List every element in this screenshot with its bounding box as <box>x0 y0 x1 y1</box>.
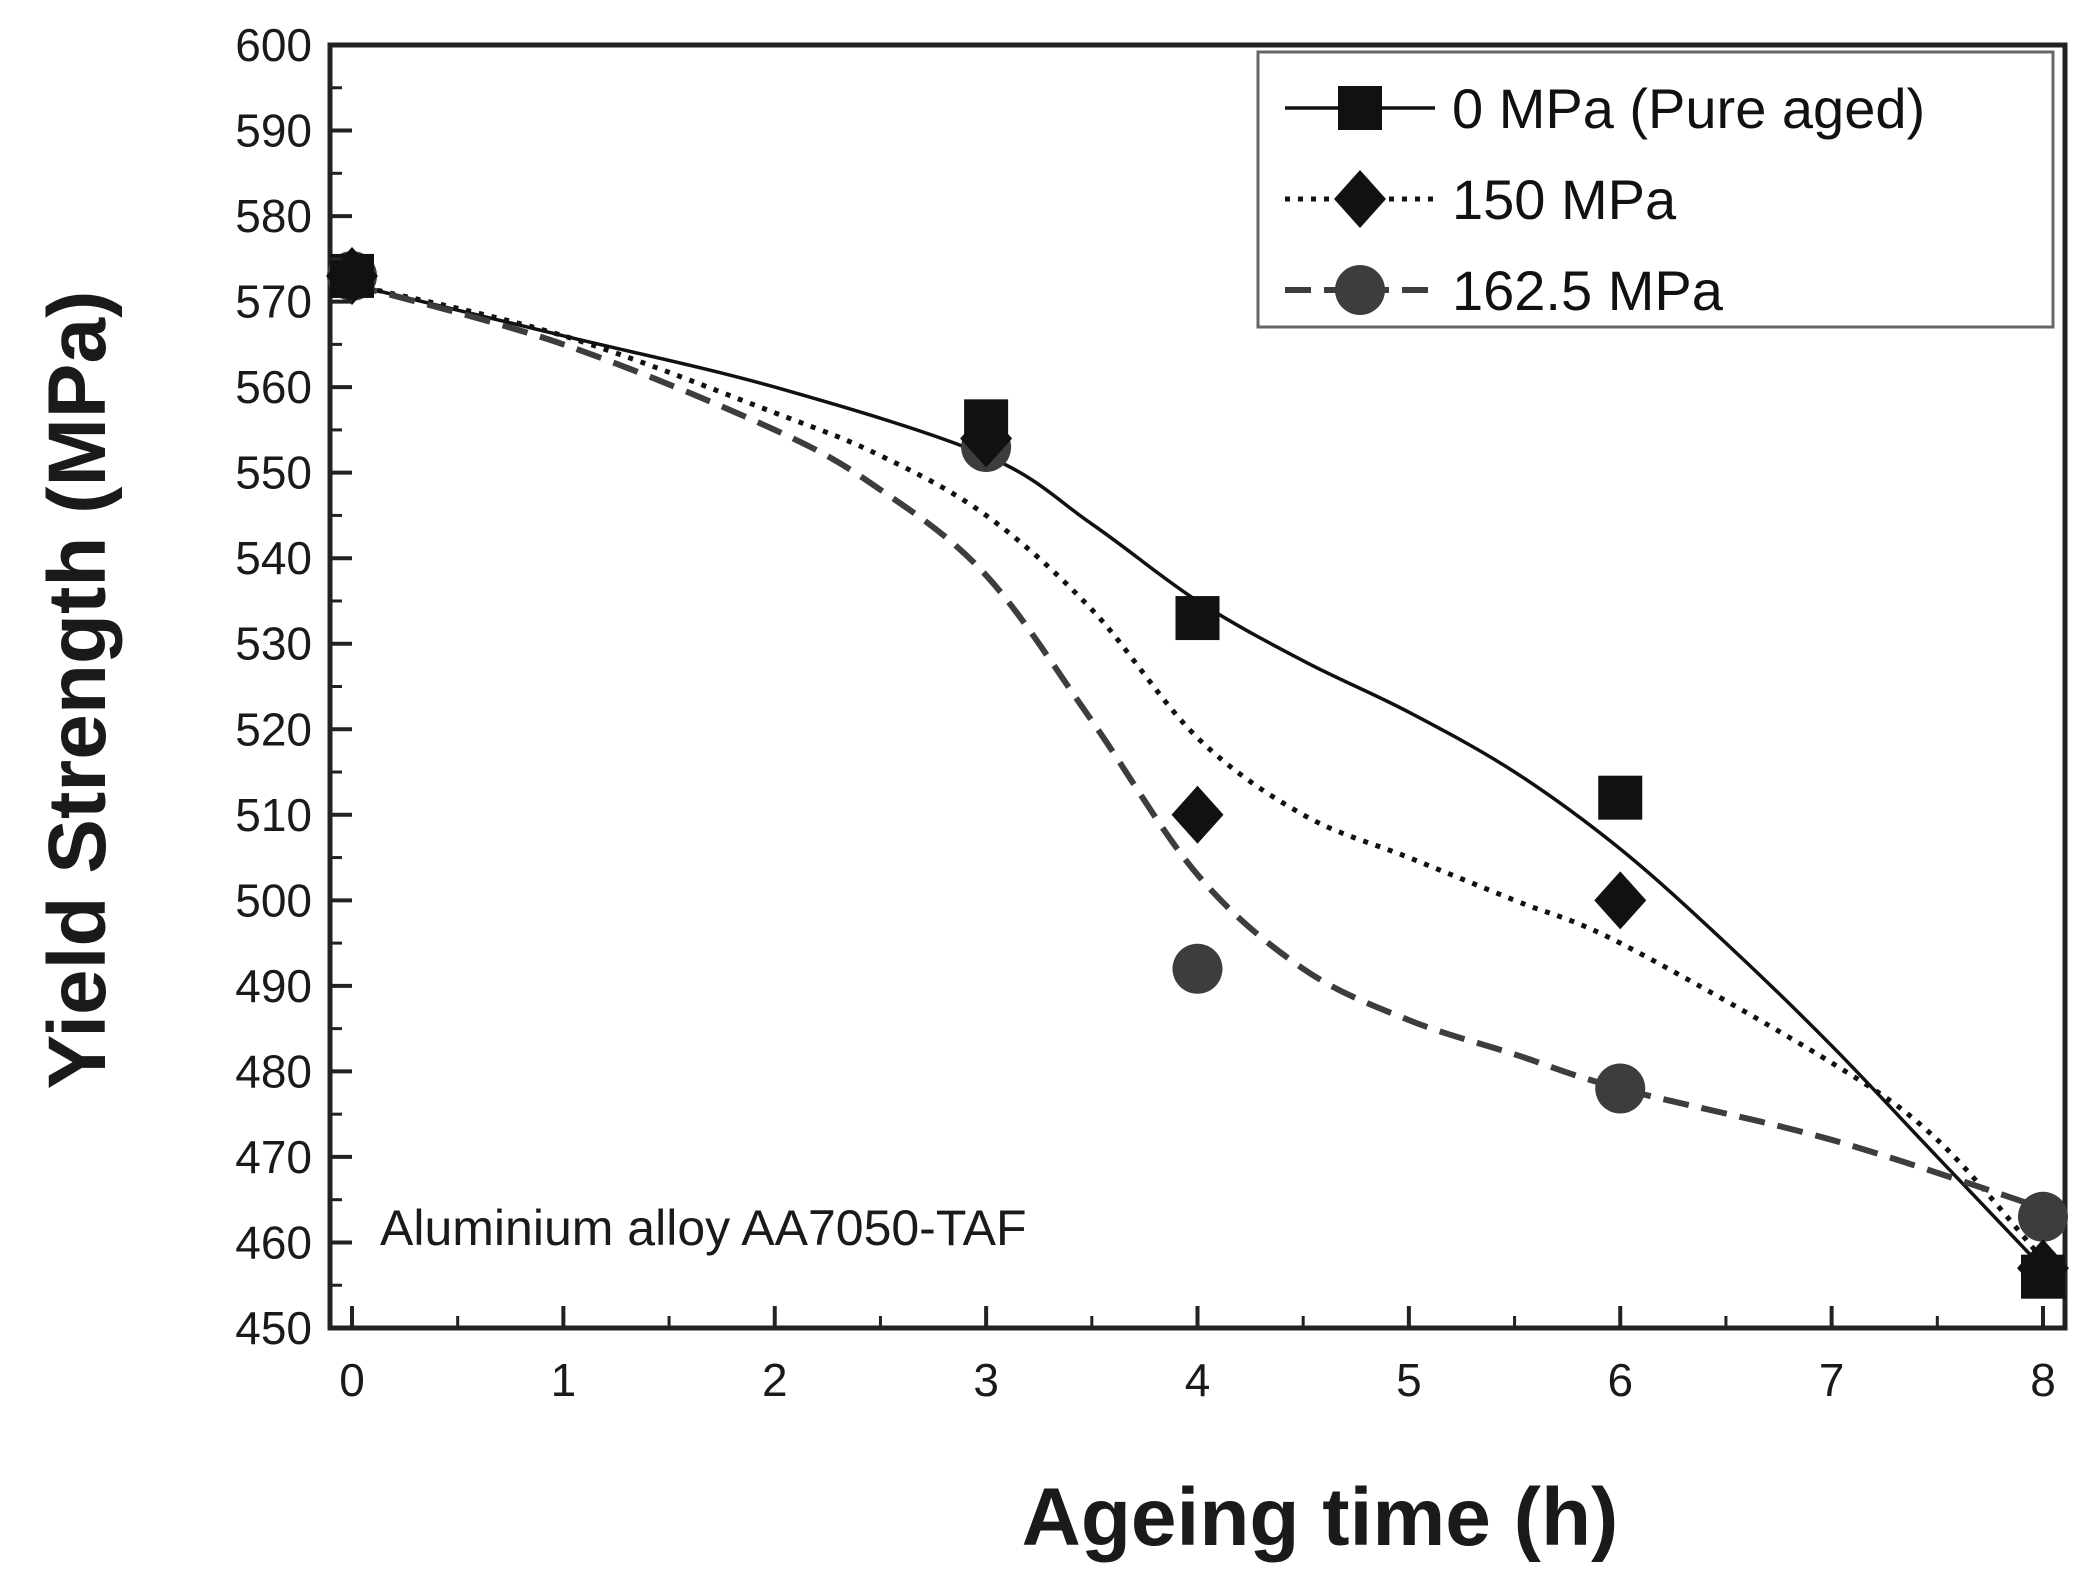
series-2-point-2 <box>1172 943 1223 994</box>
series-2-point-4 <box>2018 1191 2068 1242</box>
series-0-fit-line <box>351 282 2045 1270</box>
x-tick-label-5: 5 <box>1396 1354 1422 1406</box>
y-axis-title: Yield Strength (MPa) <box>32 291 123 1090</box>
series-0-point-2 <box>1175 596 1220 641</box>
x-tick-label-0: 0 <box>339 1354 365 1406</box>
x-tick-label-7: 7 <box>1819 1354 1845 1406</box>
legend-marker-0 <box>1338 86 1382 130</box>
legend-marker-1 <box>1334 170 1386 228</box>
x-tick-label-3: 3 <box>973 1354 999 1406</box>
y-tick-label-3: 480 <box>235 1045 312 1097</box>
y-tick-label-9: 540 <box>235 532 312 584</box>
alloy-annotation: Aluminium alloy AA7050-TAF <box>380 1200 1027 1256</box>
series-0-point-1 <box>964 399 1009 444</box>
series-1-point-2 <box>1171 785 1224 844</box>
y-tick-label-4: 490 <box>235 960 312 1012</box>
y-tick-label-7: 520 <box>235 703 312 755</box>
y-tick-label-2: 470 <box>235 1131 312 1183</box>
series-1-point-3 <box>1594 871 1647 930</box>
x-axis: 0 1 2 3 4 5 6 7 8 <box>339 1306 2056 1406</box>
legend-marker-2 <box>1335 265 1385 315</box>
y-tick-label-14: 590 <box>235 105 312 157</box>
series-1-fit-line <box>351 282 2045 1262</box>
x-tick-label-8: 8 <box>2030 1354 2056 1406</box>
y-tick-label-8: 530 <box>235 618 312 670</box>
series-2-fit-line <box>351 281 2044 1212</box>
y-tick-label-6: 510 <box>235 789 312 841</box>
fit-lines <box>351 281 2045 1270</box>
y-tick-label-13: 580 <box>235 190 312 242</box>
x-tick-label-4: 4 <box>1185 1354 1211 1406</box>
y-tick-label-0: 450 <box>235 1302 312 1354</box>
series-2-point-3 <box>1595 1063 1646 1114</box>
legend-label-0: 0 MPa (Pure aged) <box>1452 77 1925 140</box>
legend-label-2: 162.5 MPa <box>1452 259 1724 322</box>
y-tick-label-10: 550 <box>235 447 312 499</box>
x-tick-label-1: 1 <box>551 1354 577 1406</box>
y-tick-label-15: 600 <box>235 19 312 71</box>
legend-label-1: 150 MPa <box>1452 168 1677 231</box>
x-tick-label-6: 6 <box>1607 1354 1633 1406</box>
y-tick-label-5: 500 <box>235 874 312 926</box>
series-0-point-0 <box>330 253 374 298</box>
x-tick-label-2: 2 <box>762 1354 788 1406</box>
series-0-point-4 <box>2021 1254 2065 1299</box>
data-markers <box>326 246 2069 1299</box>
y-axis: 450 460 470 480 490 500 510 520 530 540 550 560 570 5… <box>235 19 352 1354</box>
y-tick-label-11: 560 <box>235 361 312 413</box>
series-0-point-3 <box>1598 775 1643 820</box>
y-tick-label-1: 460 <box>235 1216 312 1268</box>
x-axis-title: Ageing time (h) <box>1022 1472 1619 1563</box>
y-tick-label-12: 570 <box>235 276 312 328</box>
legend: 0 MPa (Pure aged) 150 MPa 162.5 MPa <box>1256 50 2055 329</box>
legend-box <box>1256 50 2055 329</box>
